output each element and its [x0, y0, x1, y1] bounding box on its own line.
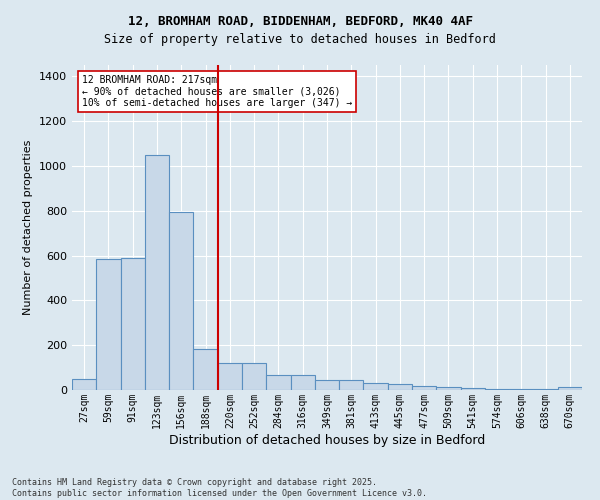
- Text: Contains HM Land Registry data © Crown copyright and database right 2025.
Contai: Contains HM Land Registry data © Crown c…: [12, 478, 427, 498]
- Bar: [72, 379, 96, 390]
- Text: 12, BROMHAM ROAD, BIDDENHAM, BEDFORD, MK40 4AF: 12, BROMHAM ROAD, BIDDENHAM, BEDFORD, MK…: [128, 15, 473, 28]
- Bar: [218, 363, 242, 390]
- Text: Size of property relative to detached houses in Bedford: Size of property relative to detached ho…: [104, 32, 496, 46]
- Text: 12 BROMHAM ROAD: 217sqm
← 90% of detached houses are smaller (3,026)
10% of semi: 12 BROMHAM ROAD: 217sqm ← 90% of detache…: [82, 74, 352, 108]
- Bar: [436, 386, 461, 390]
- Bar: [242, 363, 266, 390]
- X-axis label: Distribution of detached houses by size in Bedford: Distribution of detached houses by size …: [169, 434, 485, 446]
- Bar: [461, 388, 485, 390]
- Bar: [266, 376, 290, 390]
- Bar: [485, 389, 509, 390]
- Bar: [121, 258, 145, 390]
- Bar: [364, 384, 388, 390]
- Bar: [388, 384, 412, 390]
- Bar: [558, 387, 582, 390]
- Bar: [169, 212, 193, 390]
- Bar: [339, 380, 364, 390]
- Bar: [290, 376, 315, 390]
- Bar: [193, 348, 218, 390]
- Bar: [96, 259, 121, 390]
- Y-axis label: Number of detached properties: Number of detached properties: [23, 140, 34, 315]
- Bar: [315, 380, 339, 390]
- Bar: [145, 154, 169, 390]
- Bar: [412, 386, 436, 390]
